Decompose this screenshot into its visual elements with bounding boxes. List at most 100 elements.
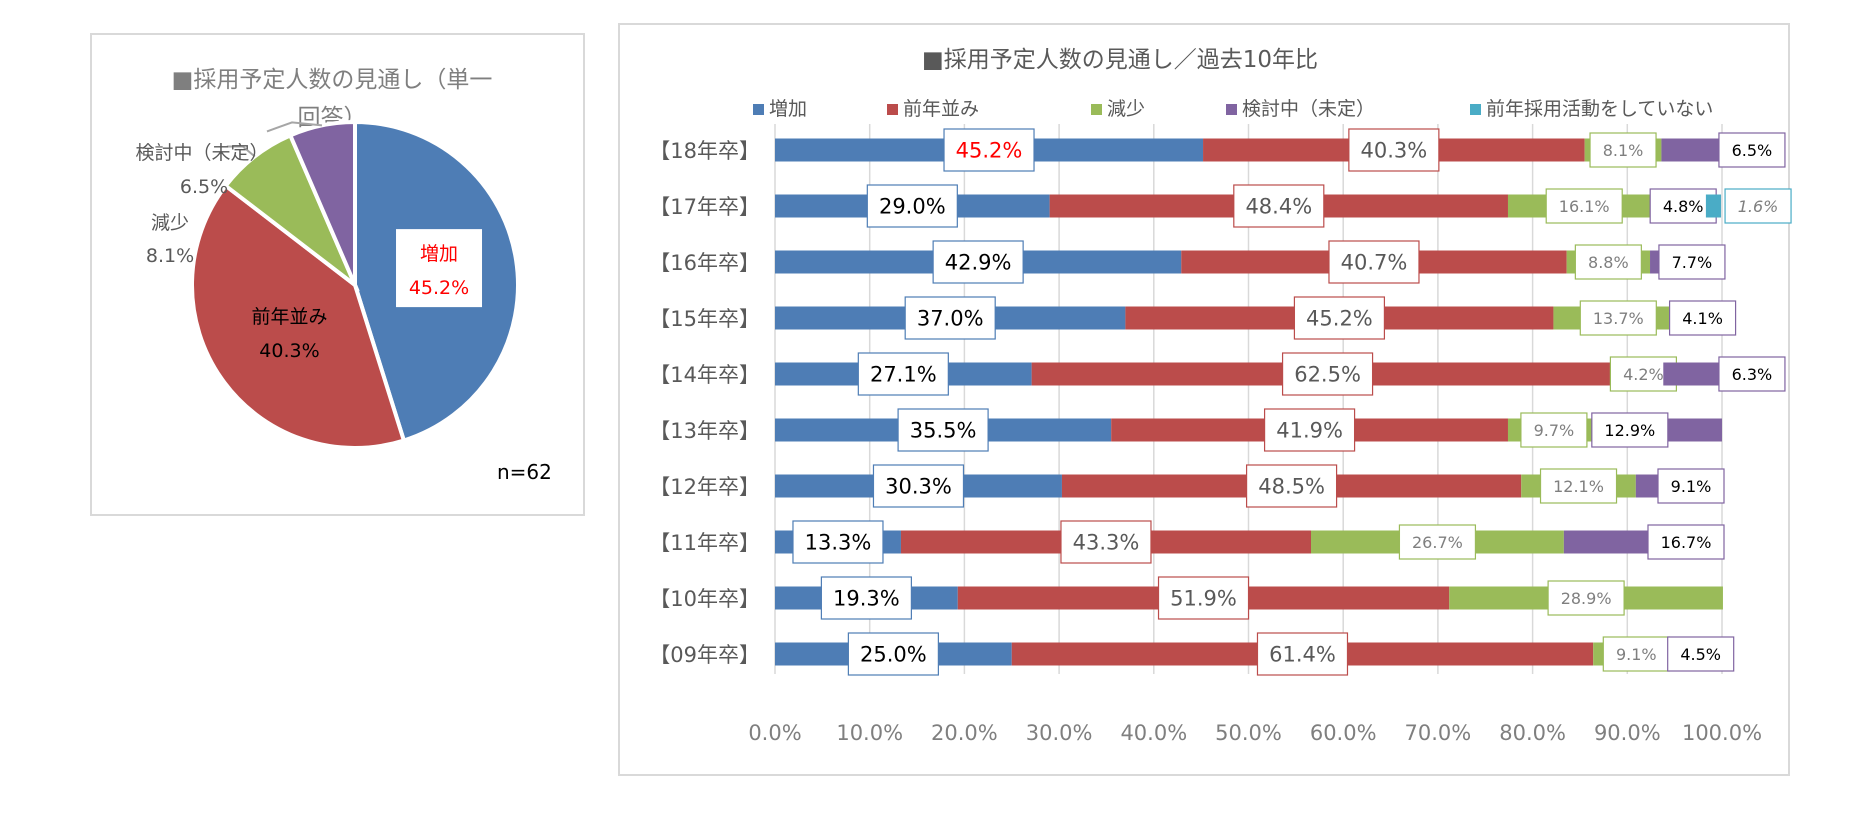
pie-label-name: 減少 (151, 212, 189, 234)
pie-label-value: 6.5% (180, 176, 228, 198)
pie-label-value: 8.1% (146, 245, 194, 267)
data-label-box (1293, 296, 1386, 340)
data-label-text: 25.0% (860, 643, 927, 667)
data-label: 8.8% (1574, 244, 1642, 280)
category-label: 【11年卒】 (649, 531, 760, 555)
data-label-box (1668, 300, 1737, 336)
data-label-box (1574, 244, 1642, 280)
data-label-box (904, 296, 996, 340)
data-label-box (897, 408, 989, 452)
data-label-text: 41.9% (1276, 419, 1343, 443)
data-label: 42.9% (932, 240, 1024, 284)
data-label-box (1539, 468, 1618, 504)
pie-slice (190, 182, 407, 450)
data-label: 28.9% (1547, 580, 1625, 616)
x-tick-label: 10.0% (836, 721, 903, 745)
data-label-text: 37.0% (917, 307, 984, 331)
data-label-text: 45.2% (956, 139, 1023, 163)
data-label-box (792, 520, 884, 564)
category-label: 【10年卒】 (649, 587, 760, 611)
data-label-text: 7.7% (1672, 253, 1713, 272)
data-label: 7.7% (1658, 244, 1726, 280)
data-label: 48.4% (1233, 184, 1325, 228)
data-label-text: 19.3% (833, 587, 900, 611)
data-label-text: 48.5% (1258, 475, 1325, 499)
data-label-box (847, 632, 939, 676)
x-tick-label: 80.0% (1499, 721, 1566, 745)
data-label: 6.5% (1718, 132, 1786, 168)
legend-label: 検討中（未定） (1242, 98, 1375, 120)
data-label-box (1547, 580, 1625, 616)
data-label: 4.1% (1668, 300, 1737, 336)
x-tick-label: 20.0% (931, 721, 998, 745)
data-label-box (1281, 352, 1374, 396)
bar-segment (1663, 362, 1723, 386)
data-label-text: 8.8% (1588, 253, 1629, 272)
bar-chart-title: ■採用予定人数の見通し／過去10年比 (922, 47, 1318, 73)
data-label: 37.0% (904, 296, 996, 340)
data-label-text: 28.9% (1561, 589, 1612, 608)
legend-swatch (1470, 104, 1481, 115)
data-label-text: 6.5% (1732, 141, 1773, 160)
data-label-box (1667, 636, 1735, 672)
legend-swatch (887, 104, 898, 115)
data-label: 6.3% (1718, 356, 1786, 392)
data-label: 8.1% (1589, 132, 1657, 168)
pie-title-line1: ■採用予定人数の見通し（単一 (172, 67, 493, 93)
data-label: 40.7% (1328, 240, 1420, 284)
legend-swatch (753, 104, 764, 115)
data-label-box (820, 576, 912, 620)
legend-label: 減少 (1107, 98, 1145, 120)
category-label: 【18年卒】 (649, 139, 760, 163)
x-tick-label: 100.0% (1682, 721, 1762, 745)
data-label: 9.1% (1602, 636, 1670, 672)
data-label-text: 4.1% (1682, 309, 1723, 328)
data-label: 61.4% (1256, 632, 1349, 676)
pie-sample-size: n=62 (497, 460, 552, 484)
legend-label: 前年採用活動をしていない (1486, 98, 1713, 120)
data-label-text: 43.3% (1073, 531, 1140, 555)
data-label-box (1647, 524, 1725, 560)
data-label-box (1718, 356, 1786, 392)
x-tick-label: 50.0% (1215, 721, 1282, 745)
data-label-text: 6.3% (1732, 365, 1773, 384)
data-label-text: 4.8% (1663, 197, 1704, 216)
data-label-text: 16.7% (1661, 533, 1712, 552)
data-label: 16.1% (1545, 188, 1623, 224)
data-label: 25.0% (847, 632, 939, 676)
data-label-box (1718, 132, 1786, 168)
data-label: 27.1% (857, 352, 949, 396)
data-label-text: 40.3% (1361, 139, 1428, 163)
data-label-box (1256, 632, 1349, 676)
data-label: 43.3% (1060, 520, 1152, 564)
x-tick-label: 90.0% (1594, 721, 1661, 745)
data-label: 30.3% (872, 464, 965, 508)
x-tick-label: 30.0% (1026, 721, 1093, 745)
data-label-box (1328, 240, 1420, 284)
pie-slice (287, 119, 357, 286)
data-label: 12.9% (1591, 412, 1669, 448)
stacked-bar-chart-panel: ■採用予定人数の見通し／過去10年比 増加 前年並み 減少 検討中（未定） 前年採用活動を… (618, 23, 1792, 776)
data-label: 13.3% (792, 520, 884, 564)
data-label-text: 8.1% (1603, 141, 1644, 160)
data-label-text: 61.4% (1269, 643, 1336, 667)
data-label-box (872, 464, 965, 508)
x-tick-label: 40.0% (1120, 721, 1187, 745)
data-label-text: 4.2% (1623, 365, 1664, 384)
data-label-text: 26.7% (1412, 533, 1463, 552)
data-label-box (1589, 132, 1657, 168)
data-label-box (932, 240, 1024, 284)
data-label-box (943, 128, 1035, 172)
legend-swatch (1091, 104, 1102, 115)
data-label: 45.2% (1293, 296, 1386, 340)
pie-chart: ■採用予定人数の見通し（単一回答）増加45.2%前年並み40.3%減少8.1%検… (135, 67, 552, 484)
category-label: 【16年卒】 (649, 251, 760, 275)
data-label-text: 9.7% (1534, 421, 1575, 440)
data-label: 13.7% (1579, 300, 1657, 336)
data-label: 26.7% (1398, 524, 1477, 560)
category-label: 【15年卒】 (649, 307, 760, 331)
data-label: 12.1% (1539, 468, 1618, 504)
data-label-text: 30.3% (885, 475, 952, 499)
data-label-text: 42.9% (945, 251, 1012, 275)
